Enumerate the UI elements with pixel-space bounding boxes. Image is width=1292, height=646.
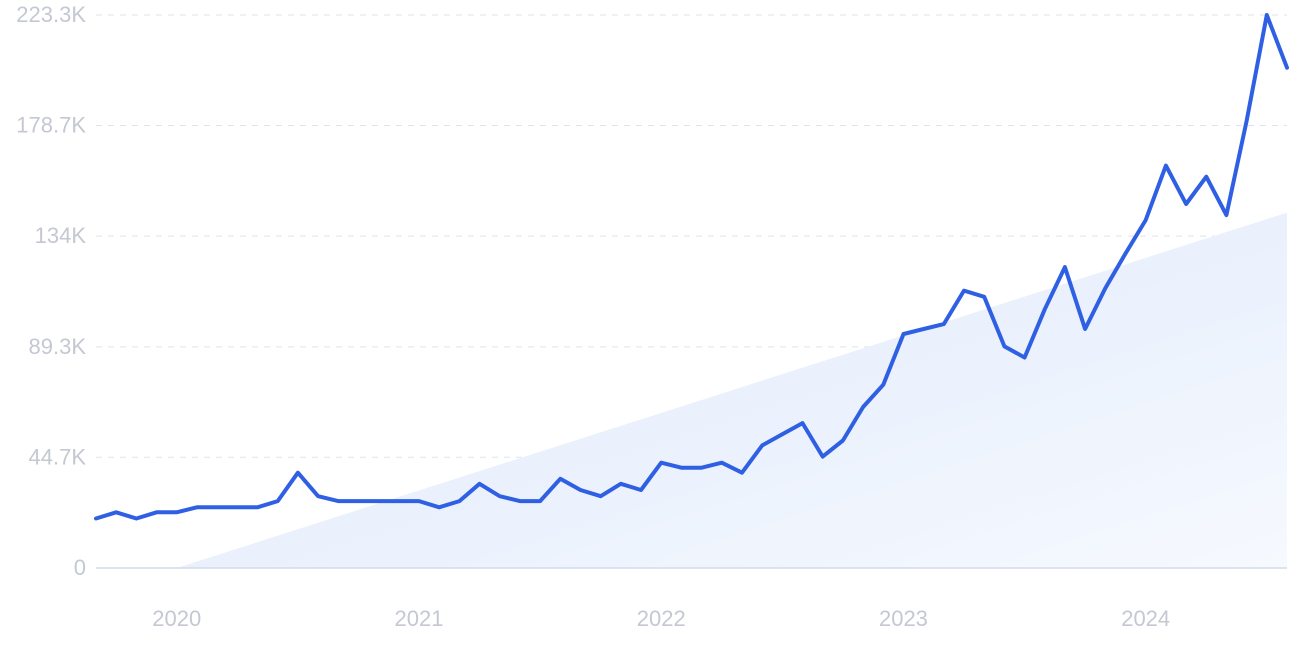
x-tick-label: 2024	[1121, 606, 1170, 631]
y-tick-label: 44.7K	[29, 444, 87, 469]
y-axis: 0 44.7K 89.3K 134K 178.7K 223.3K	[16, 2, 86, 580]
series-line	[94, 13, 1289, 521]
x-tick-label: 2022	[637, 606, 686, 631]
x-tick-label: 2023	[879, 606, 928, 631]
y-tick-label: 89.3K	[29, 334, 87, 359]
x-axis: 2020 2021 2022 2023 2024	[152, 606, 1170, 631]
x-tick-label: 2021	[395, 606, 444, 631]
y-tick-label: 134K	[35, 223, 87, 248]
y-tick-label: 223.3K	[16, 2, 86, 27]
y-tick-label: 0	[74, 555, 86, 580]
data-points	[95, 14, 1288, 519]
y-tick-label: 178.7K	[16, 112, 86, 137]
x-tick-label: 2020	[152, 606, 201, 631]
trend-area	[176, 212, 1288, 568]
